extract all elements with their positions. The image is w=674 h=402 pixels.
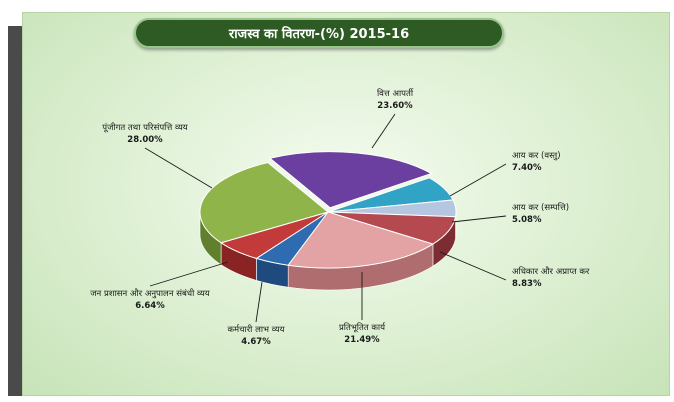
slice-label: कर्मचारी लाभ व्यय: [228, 324, 286, 335]
slice-value: 5.08%: [512, 215, 542, 225]
pie-slice: [287, 211, 435, 269]
chart-panel: [22, 12, 670, 396]
pie-labels: वित्त आपर्ती 23.60% आय कर (वस्तु) 7.40% आय क…: [90, 88, 590, 347]
leader-line: [439, 251, 507, 281]
slice-label: अधिकार और अप्राप्त कर: [512, 266, 590, 277]
chart-title: राजस्व का वितरण-(%) 2015-16: [134, 18, 504, 48]
leader-line: [255, 281, 263, 323]
leader-line: [149, 261, 229, 287]
leader-line: [371, 113, 396, 149]
slice-value: 6.64%: [135, 301, 165, 311]
slice-value: 7.40%: [512, 163, 542, 173]
slice-label: वित्त आपर्ती: [377, 88, 414, 99]
slice-value: 28.00%: [127, 135, 163, 145]
pie-slice: [199, 162, 330, 244]
leader-line: [451, 215, 507, 223]
slice-label: जन प्रशासन और अनुपालन संबंधी व्यय: [90, 288, 211, 299]
slice-label: आय कर (सम्पत्ति): [512, 202, 569, 213]
leader-line: [449, 163, 507, 197]
pie-slice: [268, 151, 433, 209]
leader-line: [144, 147, 213, 189]
slice-value: 4.67%: [241, 337, 271, 347]
slice-label: प्रतिभूतित कार्य: [339, 322, 386, 333]
slice-value: 21.49%: [344, 335, 380, 345]
pie-sides: [199, 211, 457, 291]
slice-label: आय कर (वस्तु): [512, 151, 561, 161]
slice-label: पूंजीगत तथा परिसंपत्ति व्यय: [102, 122, 189, 133]
slice-value: 8.83%: [512, 279, 542, 289]
slice-value: 23.60%: [377, 101, 413, 111]
pie-tops: [199, 151, 457, 269]
